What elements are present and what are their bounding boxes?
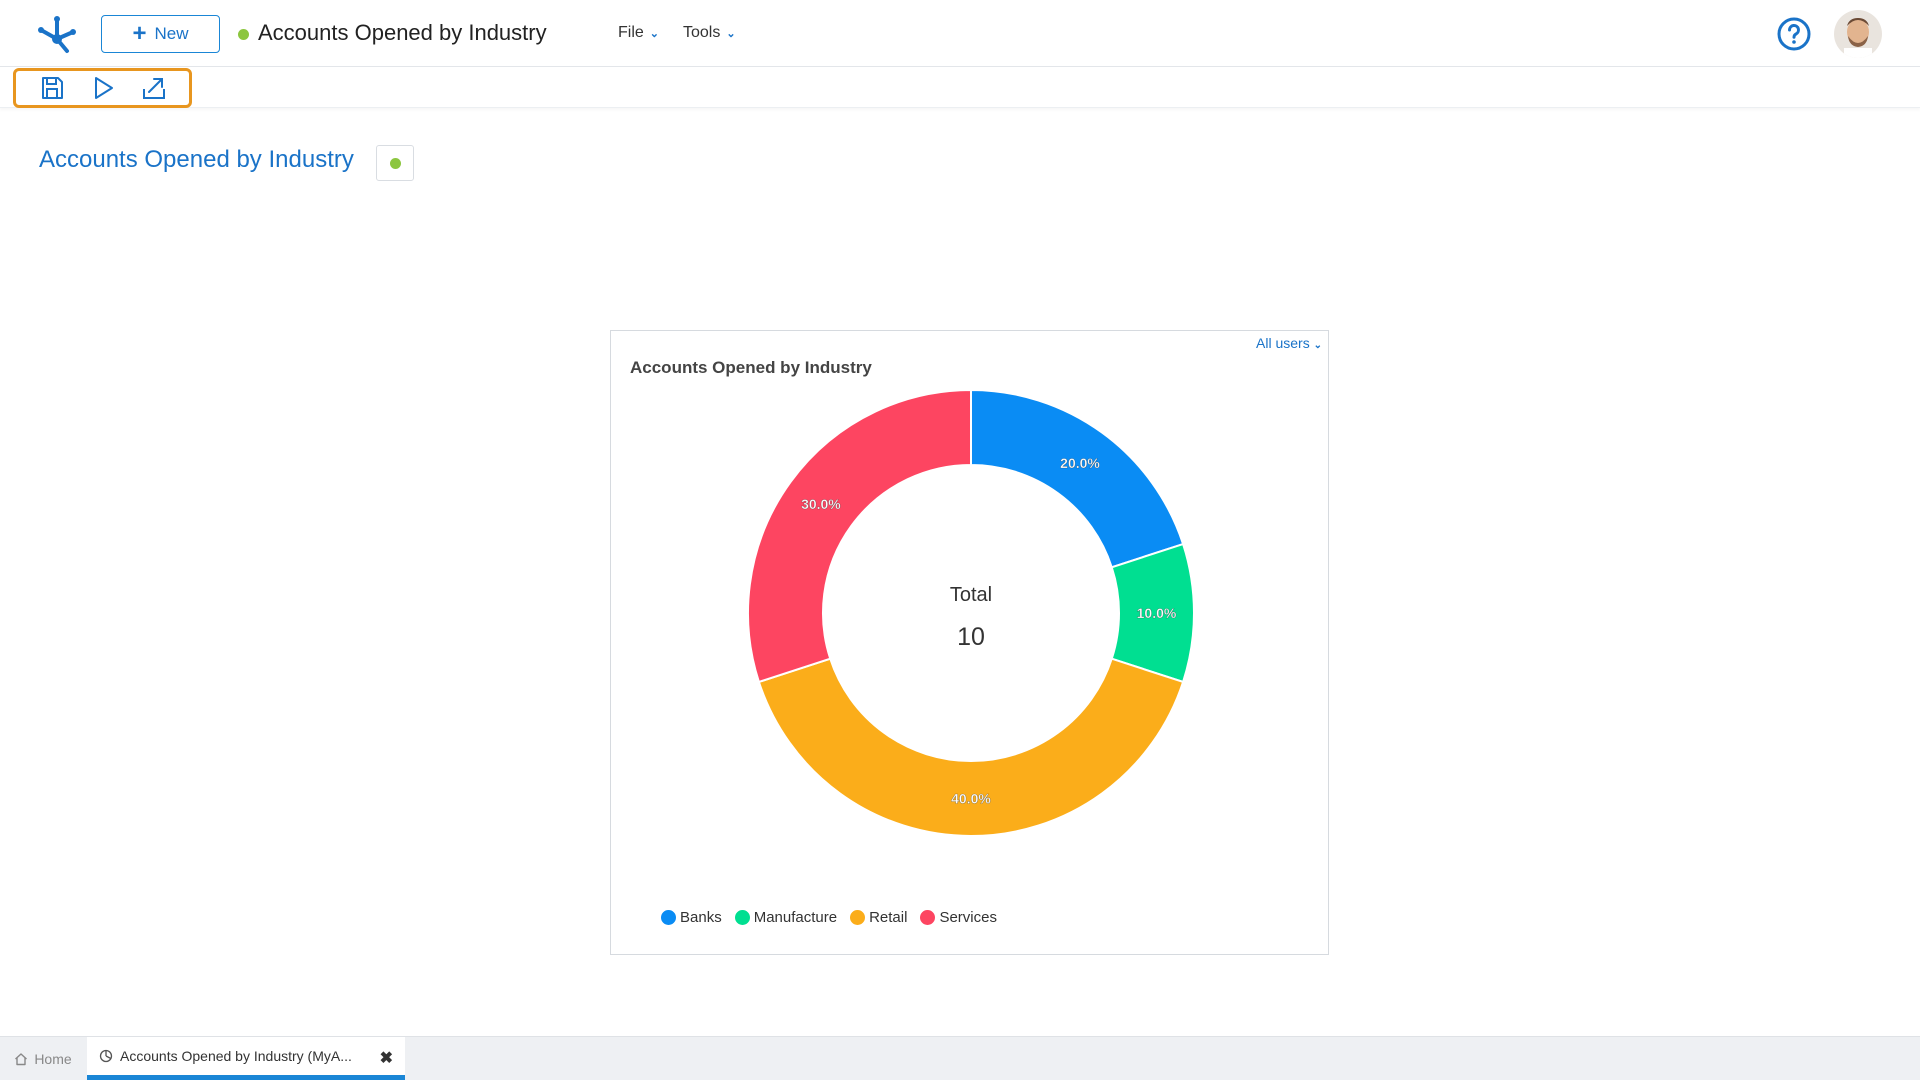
tools-menu-label: Tools [683, 24, 721, 41]
new-button[interactable]: + New [101, 15, 220, 53]
chevron-down-icon: ⌄ [649, 27, 659, 40]
toolbar [0, 68, 1920, 108]
legend-label: Services [939, 909, 997, 926]
donut-slice-banks[interactable] [970, 388, 1185, 569]
legend-item-retail[interactable]: Retail [850, 909, 907, 926]
save-icon[interactable] [39, 75, 65, 101]
users-filter-dropdown[interactable]: All users ⌄ [1256, 335, 1322, 351]
legend-dot [920, 910, 936, 925]
top-bar: + New Accounts Opened by Industry File ⌄… [0, 0, 1920, 67]
file-menu-label: File [618, 24, 644, 41]
slice-label: 10.0% [1137, 605, 1177, 621]
legend-label: Banks [680, 909, 722, 926]
legend-item-manufacture[interactable]: Manufacture [734, 909, 838, 926]
chart-title: Accounts Opened by Industry [630, 358, 872, 377]
tab-home[interactable]: Home [0, 1037, 86, 1080]
slice-label: 40.0% [951, 791, 991, 807]
tab-bar: Home Accounts Opened by Industry (MyA...… [0, 1036, 1920, 1080]
status-dot-icon [238, 29, 249, 40]
chart-legend: Banks Manufacture Retail Services [661, 909, 997, 926]
home-icon [15, 1052, 28, 1065]
avatar[interactable] [1834, 10, 1882, 58]
status-dot-icon [389, 157, 401, 169]
app-title: Accounts Opened by Industry [258, 20, 547, 45]
new-button-label: New [154, 24, 189, 43]
pie-chart-icon [99, 1049, 113, 1063]
legend-dot [734, 910, 750, 925]
plus-icon: + [132, 20, 147, 47]
legend-item-banks[interactable]: Banks [661, 909, 722, 926]
slice-label: 20.0% [1060, 455, 1100, 471]
center-value: 10 [957, 623, 985, 651]
page-title: Accounts Opened by Industry [39, 146, 354, 173]
slice-label: 30.0% [801, 496, 841, 512]
toolbar-highlight-group [13, 68, 192, 108]
legend-label: Retail [869, 909, 908, 926]
play-icon[interactable] [90, 75, 116, 101]
chart-panel: 20.0% 10.0% 40.0% 30.0% Total 10 All users … [610, 330, 1329, 955]
legend-item-services[interactable]: Services [920, 909, 997, 926]
donut-slice-retail[interactable] [757, 657, 1185, 838]
legend-label: Manufacture [753, 909, 838, 926]
tools-menu[interactable]: Tools ⌄ [683, 24, 736, 42]
export-icon[interactable] [141, 75, 167, 101]
tab-label: Accounts Opened by Industry (MyA... [120, 1048, 352, 1064]
legend-dot [850, 910, 866, 925]
chevron-down-icon: ⌄ [726, 27, 736, 40]
question-circle-icon[interactable] [1777, 17, 1811, 51]
donut-chart: 20.0% 10.0% 40.0% 30.0% Total 10 [747, 388, 1196, 838]
center-label: Total [950, 584, 992, 606]
chevron-down-icon: ⌄ [1313, 340, 1322, 351]
status-badge[interactable] [376, 145, 414, 181]
app-logo-icon[interactable] [36, 13, 78, 55]
file-menu[interactable]: File ⌄ [618, 24, 659, 42]
donut-slice-services[interactable] [747, 388, 972, 684]
users-filter-label: All users [1256, 335, 1310, 351]
tab-home-label: Home [34, 1050, 72, 1067]
tab-accounts-opened[interactable]: Accounts Opened by Industry (MyA... ✖ [87, 1037, 405, 1080]
legend-dot [661, 910, 676, 925]
close-icon[interactable]: ✖ [379, 1050, 393, 1067]
